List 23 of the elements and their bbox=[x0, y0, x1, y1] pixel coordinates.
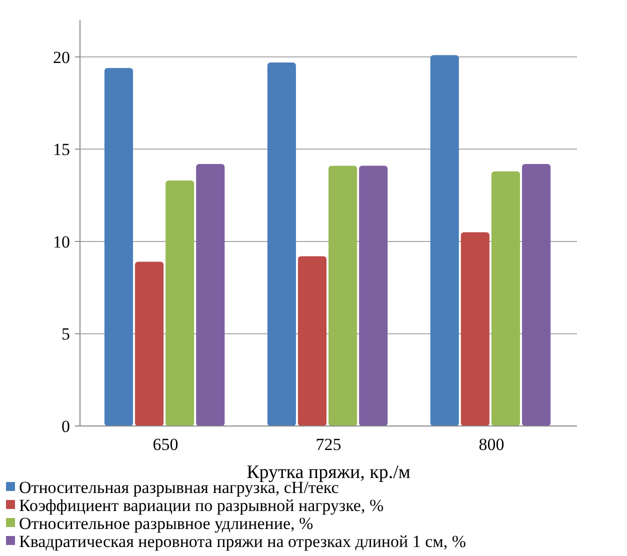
bar bbox=[430, 55, 459, 426]
bar bbox=[196, 164, 225, 426]
bar bbox=[328, 166, 358, 426]
legend-label: Относительное разрывное удлинение, % bbox=[19, 514, 314, 533]
legend-label: Коэффициент вариации по разрывной нагрузке, % bbox=[19, 496, 384, 515]
y-tick-label: 20 bbox=[53, 48, 70, 67]
bar bbox=[298, 256, 326, 426]
x-tick-label: 650 bbox=[152, 435, 178, 454]
x-tick-label: 800 bbox=[478, 435, 504, 454]
legend-label: Квадратическая неровнота пряжи на отрезках длиной 1 см, % bbox=[19, 532, 466, 551]
y-tick-label: 0 bbox=[62, 416, 70, 436]
bar bbox=[166, 180, 194, 426]
bar bbox=[267, 62, 296, 426]
bar bbox=[104, 68, 133, 426]
bar bbox=[134, 262, 164, 426]
bar bbox=[491, 171, 520, 426]
y-tick-label: 5 bbox=[62, 324, 70, 344]
bar bbox=[460, 232, 490, 426]
y-tick-label: 15 bbox=[53, 140, 70, 160]
x-tick-label: 725 bbox=[316, 435, 342, 454]
bar bbox=[359, 166, 388, 426]
y-tick-label: 10 bbox=[53, 232, 70, 252]
bar bbox=[522, 164, 551, 426]
